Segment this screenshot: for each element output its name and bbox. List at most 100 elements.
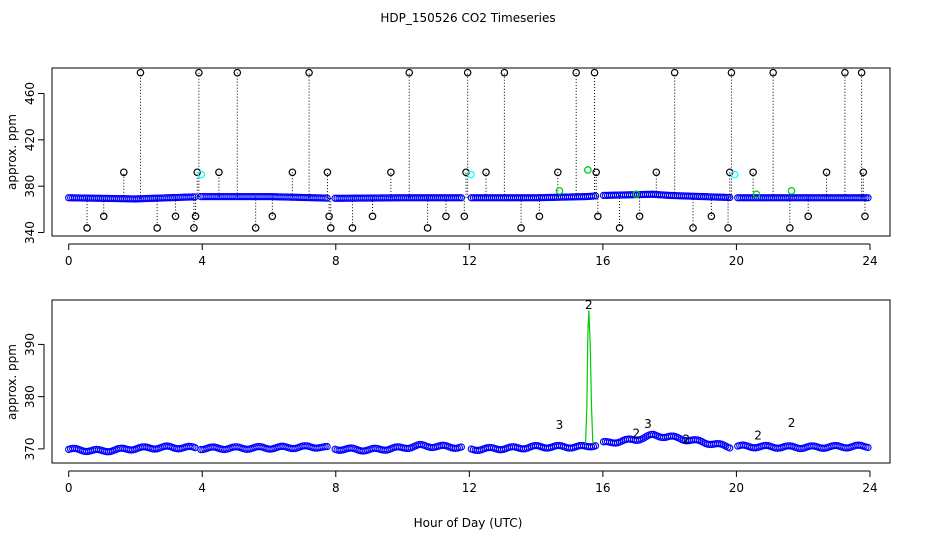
top-flagged-point	[467, 170, 475, 179]
bottom-x-tick-label: 0	[65, 481, 73, 495]
top-outlier-point	[590, 68, 599, 77]
top-x-axis: 0 4 8 12 16 20 24	[65, 243, 878, 268]
top-outlier-point	[572, 68, 580, 77]
bottom-text-marker: 2	[788, 416, 796, 430]
top-outlier-point	[251, 224, 260, 232]
bottom-baseline-point	[457, 443, 465, 451]
top-outlier-point	[769, 68, 777, 77]
top-outlier-point	[326, 224, 335, 232]
bottom-text-marker: 3	[556, 418, 564, 432]
top-outlier-point	[804, 212, 813, 221]
bottom-x-tick-label: 4	[198, 481, 206, 495]
top-outlier-point	[482, 168, 490, 177]
bottom-y-axis-label: approx. ppm	[5, 344, 19, 420]
top-x-tick-label: 0	[65, 254, 73, 268]
top-outlier-point	[193, 168, 202, 177]
top-outlier-point	[387, 168, 395, 177]
bottom-text-marker: 2	[585, 298, 593, 312]
top-outlier-point	[136, 68, 145, 77]
top-marks	[65, 68, 872, 232]
top-flagged-point	[787, 187, 796, 195]
bottom-y-tick-label: 390	[23, 333, 37, 356]
top-outlier-point	[119, 168, 128, 177]
top-y-axis-label: approx. ppm	[5, 114, 19, 190]
bottom-x-tick-label: 16	[595, 481, 610, 495]
top-outlier-point	[861, 212, 869, 221]
top-y-tick-label: 380	[23, 175, 37, 198]
bottom-baseline-point	[864, 443, 872, 452]
top-flagged-point	[730, 170, 739, 179]
top-outlier-point	[368, 212, 377, 221]
top-y-axis: 340 380 420 460	[23, 82, 45, 244]
bottom-text-marker: 3	[644, 417, 652, 431]
bottom-baseline-point	[323, 442, 331, 451]
top-outlier-point	[323, 168, 332, 177]
top-outlier-point	[822, 168, 831, 177]
top-outlier-point	[191, 212, 200, 221]
bottom-spike-line	[584, 310, 594, 444]
bottom-x-tick-label: 12	[462, 481, 477, 495]
top-plot-frame	[51, 67, 891, 237]
top-outlier-point	[325, 212, 333, 221]
top-outlier-point	[171, 212, 180, 221]
bottom-baseline-point	[591, 442, 600, 450]
top-x-tick-label: 12	[462, 254, 477, 268]
top-outlier-point	[594, 212, 602, 221]
top-outlier-point	[707, 212, 716, 221]
top-x-tick-label: 16	[595, 254, 610, 268]
bottom-y-tick-label: 380	[23, 385, 37, 408]
top-outlier-point	[500, 68, 509, 77]
top-x-tick-label: 24	[862, 254, 877, 268]
bottom-x-tick-label: 8	[332, 481, 340, 495]
top-x-tick-label: 8	[332, 254, 340, 268]
top-outlier-point	[786, 224, 794, 232]
top-outlier-point	[268, 212, 277, 221]
x-axis-label: Hour of Day (UTC)	[414, 516, 523, 530]
top-outlier-point	[859, 168, 868, 177]
top-outlier-point	[635, 212, 644, 221]
top-outlier-point	[841, 68, 849, 77]
top-flagged-point	[632, 190, 641, 199]
bottom-y-axis: 370 380 390	[23, 333, 45, 460]
top-outlier-point	[517, 224, 525, 232]
top-baseline-point	[591, 192, 600, 200]
top-y-tick-label: 460	[23, 82, 37, 105]
top-flagged-point	[752, 190, 761, 199]
top-x-tick-label: 4	[198, 254, 206, 268]
top-outlier-point	[592, 168, 600, 177]
top-outlier-point	[535, 212, 544, 221]
top-outlier-point	[857, 68, 866, 77]
top-outlier-point	[99, 212, 108, 221]
top-x-tick-label: 20	[729, 254, 744, 268]
top-flagged-point	[555, 187, 564, 195]
top-outlier-point	[83, 224, 91, 232]
top-outlier-point	[442, 212, 450, 221]
top-outlier-point	[423, 224, 432, 232]
top-panel: 0 4 8 12 16 20 24 340 380 420 460 approx. ppm	[5, 67, 891, 268]
top-outlier-point	[652, 168, 661, 177]
bottom-baseline-point	[726, 444, 734, 452]
top-outlier-point	[348, 224, 357, 232]
top-outlier-point	[670, 68, 679, 77]
top-outlier-point	[195, 68, 203, 77]
top-outlier-point	[460, 212, 469, 221]
bottom-plot-frame	[51, 299, 891, 464]
top-outlier-point	[749, 168, 757, 177]
bottom-x-axis: 0 4 8 12 16 20 24	[65, 470, 878, 495]
top-flagged-point	[584, 166, 592, 174]
top-outlier-point	[288, 168, 297, 177]
top-outlier-point	[463, 68, 472, 77]
top-outlier-point	[190, 224, 198, 232]
top-y-tick-label: 420	[23, 128, 37, 151]
bottom-y-tick-label: 370	[23, 437, 37, 460]
top-outlier-point	[554, 168, 562, 177]
top-baseline-point	[453, 194, 461, 202]
top-outlier-point	[405, 68, 414, 77]
top-baseline-point	[455, 194, 463, 202]
top-y-tick-label: 340	[23, 221, 37, 244]
bottom-x-tick-label: 24	[862, 481, 877, 495]
top-flagged-point	[197, 170, 206, 179]
top-outlier-point	[724, 224, 732, 232]
